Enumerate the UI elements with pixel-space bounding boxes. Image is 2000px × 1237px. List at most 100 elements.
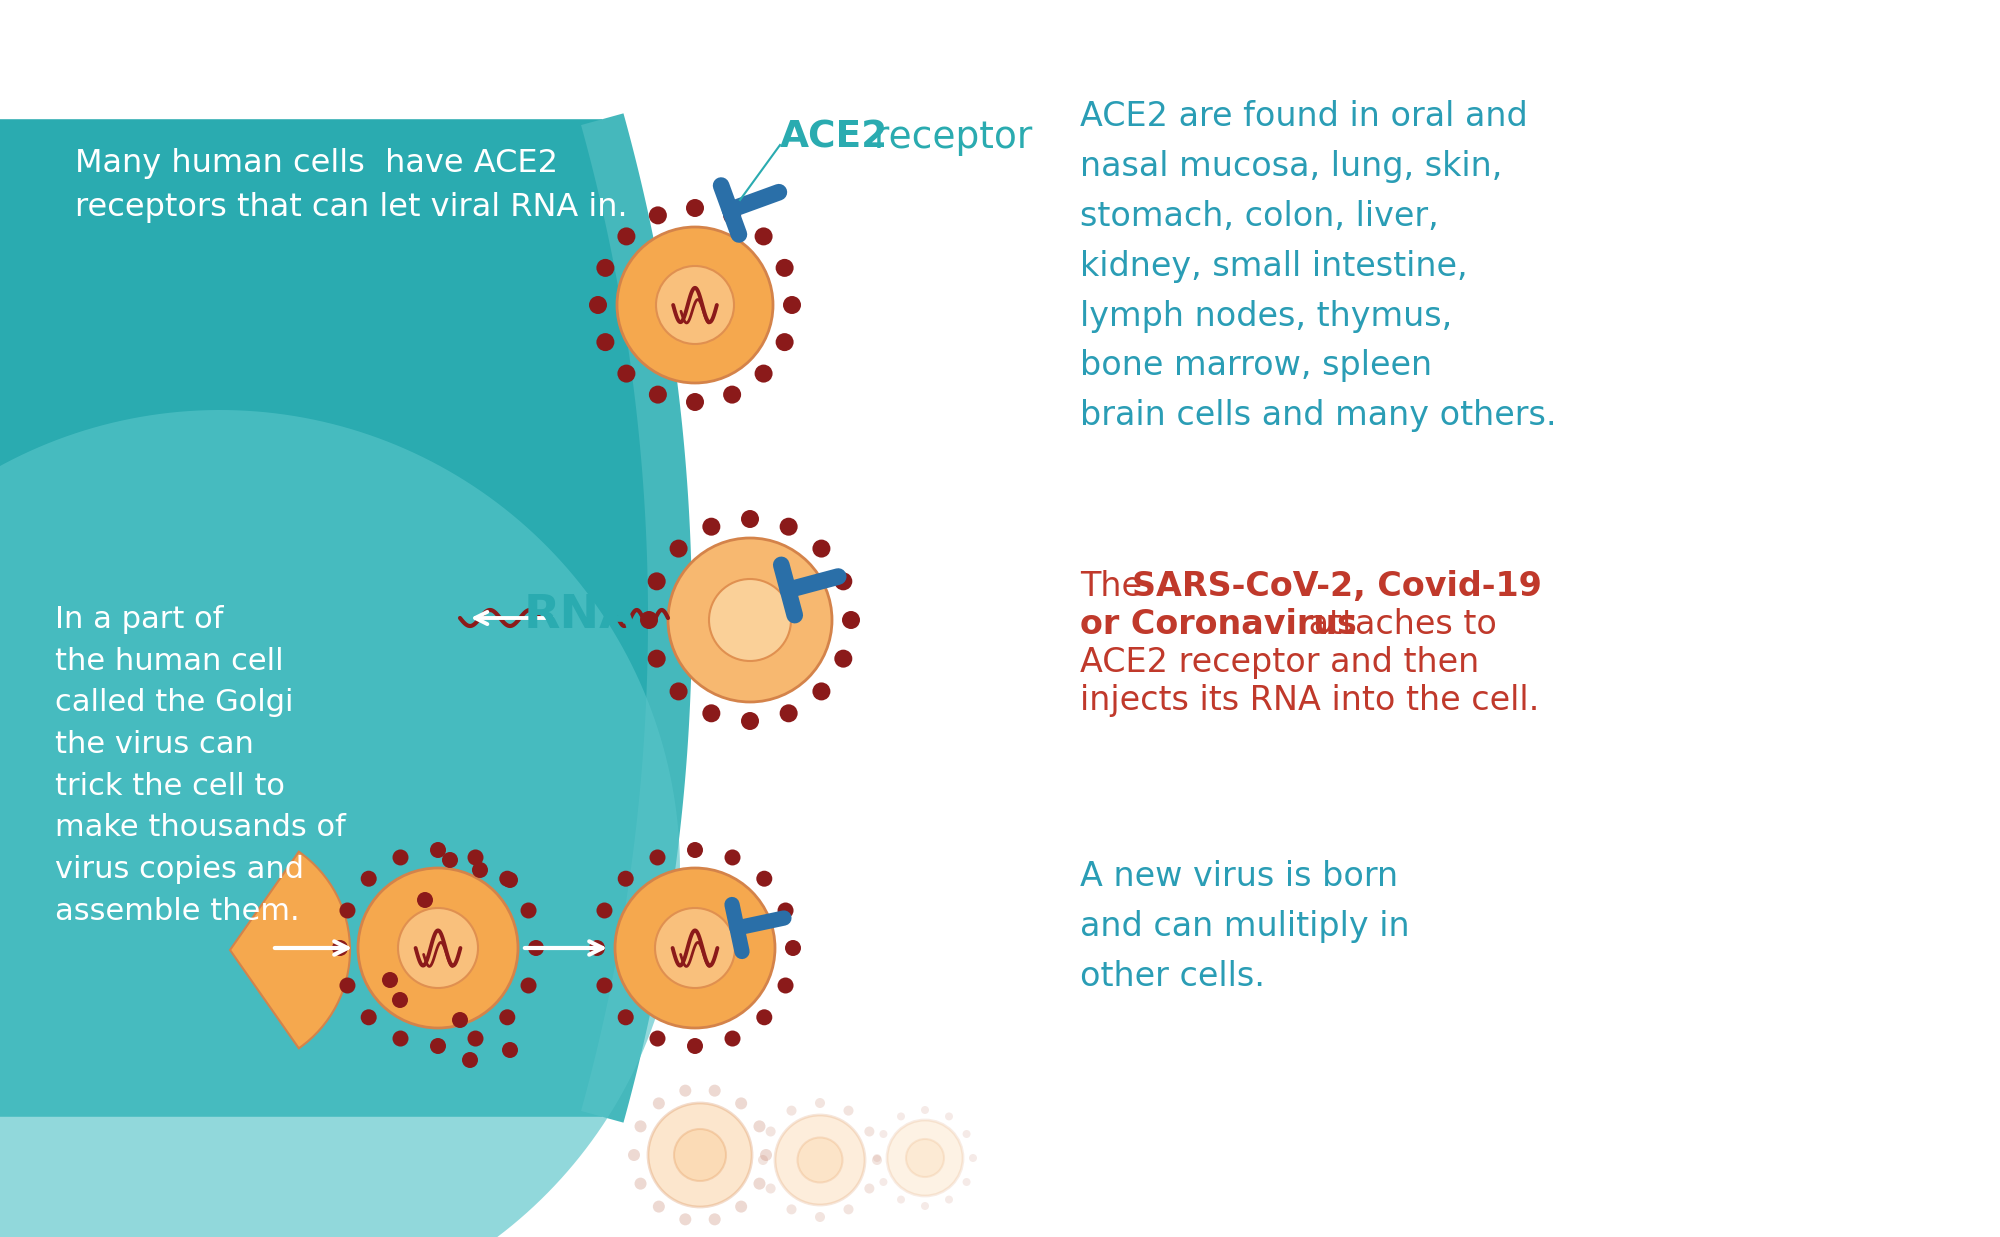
Circle shape <box>650 850 666 866</box>
Circle shape <box>616 228 772 383</box>
Circle shape <box>708 1213 720 1226</box>
Circle shape <box>778 903 794 919</box>
Circle shape <box>786 1205 796 1215</box>
Circle shape <box>360 1009 376 1025</box>
Text: or Coronavirus: or Coronavirus <box>1080 609 1356 641</box>
Circle shape <box>648 207 666 224</box>
Circle shape <box>776 1115 864 1205</box>
Circle shape <box>816 1212 826 1222</box>
Text: injects its RNA into the cell.: injects its RNA into the cell. <box>1080 684 1540 717</box>
Circle shape <box>588 940 604 956</box>
Circle shape <box>888 1119 964 1196</box>
Circle shape <box>648 386 666 403</box>
Circle shape <box>340 903 356 919</box>
Circle shape <box>864 1184 874 1194</box>
Circle shape <box>670 539 688 558</box>
Circle shape <box>360 871 376 887</box>
Circle shape <box>736 1097 748 1110</box>
Circle shape <box>962 1178 970 1186</box>
Circle shape <box>674 1129 726 1181</box>
Circle shape <box>906 1139 944 1176</box>
Circle shape <box>708 579 792 661</box>
Circle shape <box>780 518 798 536</box>
Circle shape <box>880 1178 888 1186</box>
Circle shape <box>430 1038 446 1054</box>
Circle shape <box>616 868 776 1028</box>
Circle shape <box>760 1149 772 1162</box>
Text: Many human cells  have ACE2: Many human cells have ACE2 <box>76 148 558 179</box>
Text: ACE2 are found in oral and
nasal mucosa, lung, skin,
stomach, colon, liver,
kidn: ACE2 are found in oral and nasal mucosa,… <box>1080 100 1556 433</box>
Circle shape <box>618 871 634 887</box>
Circle shape <box>656 266 734 344</box>
Circle shape <box>812 683 830 700</box>
Circle shape <box>588 296 608 314</box>
Polygon shape <box>582 114 692 1123</box>
Circle shape <box>740 510 760 528</box>
Circle shape <box>392 1030 408 1047</box>
Circle shape <box>596 259 614 277</box>
Text: receptors that can let viral RNA in.: receptors that can let viral RNA in. <box>76 192 628 223</box>
Circle shape <box>754 1121 766 1132</box>
Circle shape <box>688 1038 704 1054</box>
Wedge shape <box>230 852 350 1048</box>
Circle shape <box>920 1202 928 1210</box>
Circle shape <box>754 228 772 245</box>
Circle shape <box>358 868 518 1028</box>
Circle shape <box>502 1042 518 1058</box>
Circle shape <box>798 1138 842 1183</box>
Circle shape <box>668 538 832 703</box>
Circle shape <box>468 1030 484 1047</box>
Circle shape <box>398 908 478 988</box>
Text: RNA: RNA <box>524 593 636 637</box>
Text: attaches to: attaches to <box>1298 609 1496 641</box>
Circle shape <box>754 365 772 382</box>
Circle shape <box>724 850 740 866</box>
Circle shape <box>500 1009 516 1025</box>
Circle shape <box>680 1085 692 1097</box>
Circle shape <box>618 1009 634 1025</box>
Circle shape <box>452 1012 468 1028</box>
Circle shape <box>468 850 484 866</box>
Text: SARS-CoV-2, Covid-19: SARS-CoV-2, Covid-19 <box>1132 570 1542 602</box>
Circle shape <box>648 649 666 668</box>
Circle shape <box>382 972 398 988</box>
Circle shape <box>724 386 742 403</box>
Text: A new virus is born
and can mulitiply in
other cells.: A new virus is born and can mulitiply in… <box>1080 860 1410 993</box>
Circle shape <box>968 1154 976 1162</box>
Circle shape <box>634 1178 646 1190</box>
Circle shape <box>520 977 536 993</box>
Circle shape <box>618 365 636 382</box>
Circle shape <box>618 228 636 245</box>
Circle shape <box>872 1155 882 1165</box>
Circle shape <box>472 862 488 878</box>
Text: ACE2: ACE2 <box>780 120 888 156</box>
Circle shape <box>596 903 612 919</box>
Text: In a part of
the human cell
called the Golgi
the virus can
trick the cell to
mak: In a part of the human cell called the G… <box>56 605 346 925</box>
Circle shape <box>648 1103 752 1207</box>
Circle shape <box>766 1184 776 1194</box>
Circle shape <box>500 871 516 887</box>
Circle shape <box>756 1009 772 1025</box>
Circle shape <box>758 1155 768 1165</box>
Circle shape <box>430 842 446 858</box>
Circle shape <box>812 539 830 558</box>
Circle shape <box>896 1196 904 1204</box>
Circle shape <box>332 940 348 956</box>
Circle shape <box>816 1098 826 1108</box>
Circle shape <box>462 1051 478 1068</box>
Circle shape <box>776 333 794 351</box>
Circle shape <box>754 1178 766 1190</box>
Circle shape <box>634 1121 646 1132</box>
Circle shape <box>842 611 860 628</box>
Circle shape <box>946 1112 954 1121</box>
Circle shape <box>702 704 720 722</box>
Circle shape <box>864 1127 874 1137</box>
Circle shape <box>340 977 356 993</box>
Circle shape <box>640 611 658 628</box>
Polygon shape <box>0 409 680 1237</box>
Polygon shape <box>602 119 2000 1117</box>
Circle shape <box>724 1030 740 1047</box>
Circle shape <box>740 713 760 730</box>
Circle shape <box>766 1127 776 1137</box>
Circle shape <box>702 518 720 536</box>
